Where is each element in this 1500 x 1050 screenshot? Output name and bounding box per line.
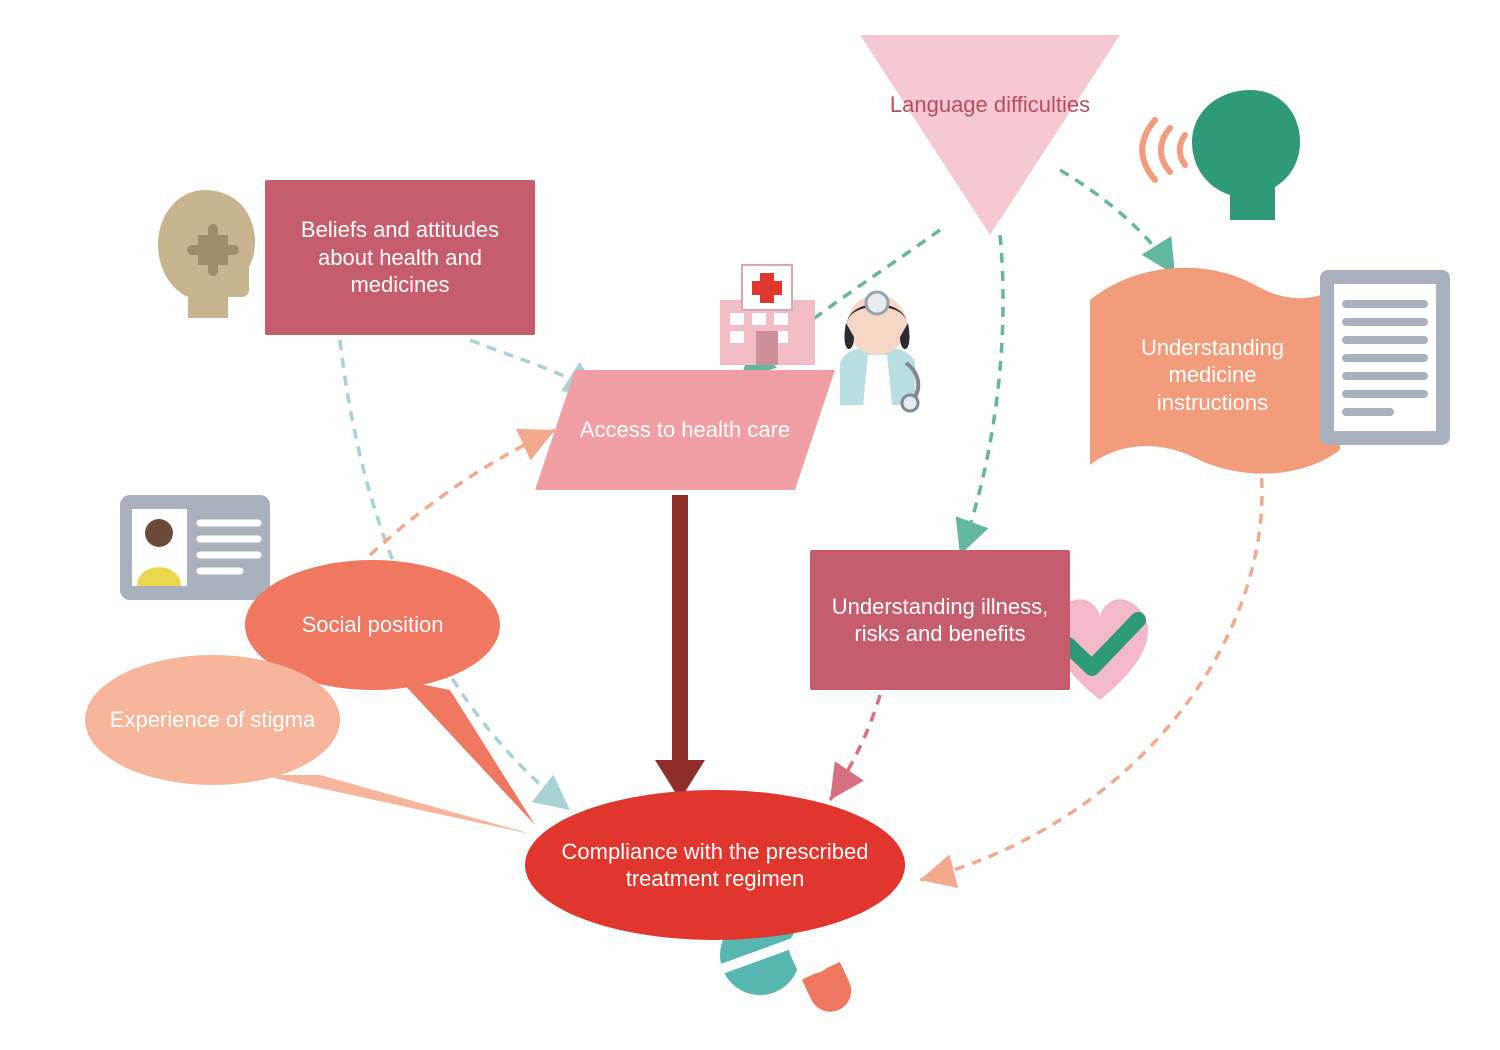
node-instructions: Understanding medicine instructions xyxy=(1095,295,1330,455)
node-language: Language difficulties xyxy=(860,45,1120,165)
node-access: Access to health care xyxy=(545,370,825,490)
node-beliefs-label: Beliefs and attitudes about health and m… xyxy=(281,216,519,299)
clipboard-icon xyxy=(1320,270,1450,445)
node-experience-stigma: Experience of stigma xyxy=(85,655,340,785)
tail-social-position xyxy=(400,680,535,825)
node-experience-stigma-label: Experience of stigma xyxy=(110,706,315,734)
puzzle-head-icon xyxy=(158,190,255,318)
diagram-canvas: Beliefs and attitudes about health and m… xyxy=(0,0,1500,1050)
doctor-icon xyxy=(840,292,918,411)
tail-experience-stigma xyxy=(260,775,535,835)
node-compliance: Compliance with the prescribed treatment… xyxy=(525,790,905,940)
node-understanding-label: Understanding illness, risks and benefit… xyxy=(826,593,1054,648)
node-understanding: Understanding illness, risks and benefit… xyxy=(810,550,1070,690)
node-access-label: Access to health care xyxy=(580,416,790,444)
node-instructions-label: Understanding medicine instructions xyxy=(1111,334,1314,417)
node-compliance-label: Compliance with the prescribed treatment… xyxy=(541,838,889,893)
id-card-icon xyxy=(120,495,270,600)
speak-head-icon xyxy=(1142,90,1300,220)
hospital-icon xyxy=(720,265,815,365)
edge-access-compliance xyxy=(655,495,705,800)
node-language-label: Language difficulties xyxy=(890,91,1090,119)
node-beliefs: Beliefs and attitudes about health and m… xyxy=(265,180,535,335)
node-social-position-label: Social position xyxy=(302,611,444,639)
